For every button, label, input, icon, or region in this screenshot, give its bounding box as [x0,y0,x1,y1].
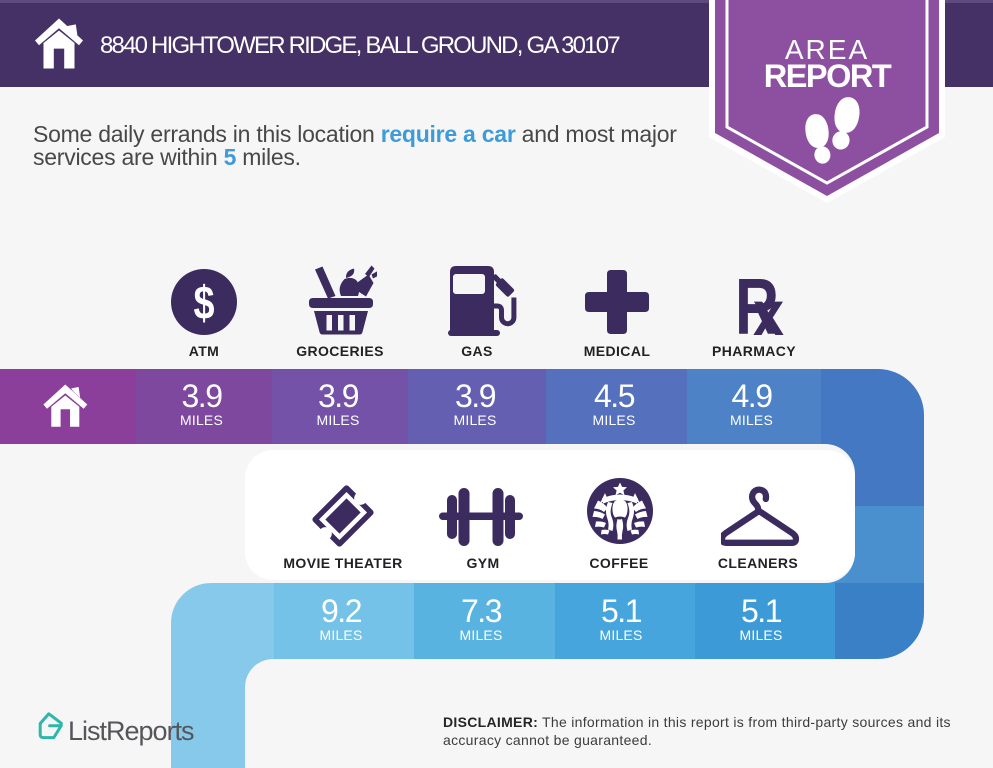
svg-text:x: x [753,279,784,336]
svg-text:REPORT: REPORT [764,58,892,94]
svg-text:R: R [735,266,779,336]
svg-text:AREA: AREA [785,34,869,65]
svg-text:$: $ [194,276,215,329]
